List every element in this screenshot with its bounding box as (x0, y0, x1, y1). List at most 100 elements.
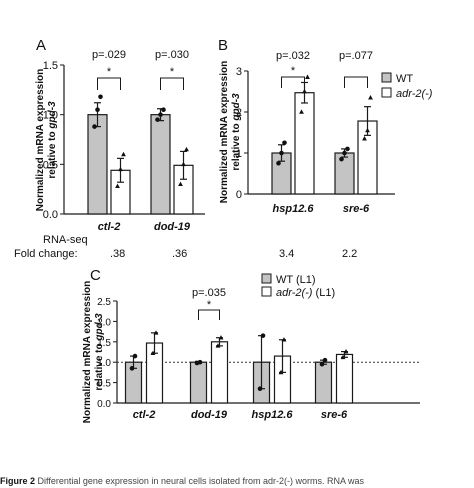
panel-b-point-hsp12.6-s0-0 (276, 160, 281, 166)
panel-c-ytick-label-3: 1.5 (97, 338, 111, 349)
panel-c-point-dod-19-s0-1 (197, 359, 203, 365)
panel-b-legend-swatch-0 (381, 72, 392, 83)
fold-change-label: Fold change: (14, 248, 78, 260)
panel-c-ytick-label-2: 1.0 (97, 358, 111, 369)
panel-a-bar-dod-19-s0 (150, 114, 171, 215)
panel-a-point-ctl-2-s0-2 (98, 94, 103, 100)
panel-b-bracket-hsp12.6 (281, 76, 305, 88)
fold-change-sre6: 2.2 (342, 248, 358, 260)
panel-c-point-dod-19-s1-0 (215, 343, 221, 348)
panel-b-pvalue-hsp12.6: p=.032 (276, 50, 310, 62)
panel-c-category-hsp12.6: hsp12.6 (252, 409, 294, 421)
panel-c-point-hsp12.6-s1-1 (281, 337, 287, 342)
panel-c-legend-swatch-0 (261, 273, 272, 284)
panel-b-category-hsp12.6: hsp12.6 (273, 203, 315, 215)
panel-a-point-dod-19-s1-0 (178, 181, 183, 186)
panel-c-point-sre-6-s0-1 (322, 357, 328, 363)
panel-a-pvalue-ctl-2: p=.029 (92, 49, 126, 61)
panel-b-legend-swatch-1 (381, 87, 392, 98)
panel-c-ytick-label-0: 0.0 (97, 399, 111, 410)
panel-a-point-ctl-2-s1-2 (121, 151, 126, 157)
panel-c-pvalue-dod-19: p=.035 (192, 287, 226, 299)
panel-a-ytick-label-2: 1.0 (43, 110, 58, 122)
panel-c-legend-swatch-1 (261, 286, 272, 297)
panel-b-legend-label-1: adr-2(-) (396, 88, 433, 100)
panel-c-point-hsp12.6-s0-1 (260, 333, 266, 338)
panel-a-point-dod-19-s0-1 (158, 112, 163, 117)
panel-c-bar-dod-19-s0 (189, 361, 208, 404)
panel-b-bar-sre-6-s0 (334, 152, 355, 195)
panel-b-point-sre-6-s1-2 (368, 95, 373, 100)
caption-label: Figure 2 (0, 476, 36, 486)
panel-a-ytick-label-3: 1.5 (43, 60, 58, 72)
panel-c-point-ctl-2-s1-0 (150, 350, 156, 356)
panel-a-bracket-dod-19 (160, 77, 184, 90)
panel-b-point-sre-6-s0-2 (345, 146, 350, 152)
panel-a-point-dod-19-s1-2 (184, 146, 189, 152)
panel-b-ytick-label-1: 1 (236, 148, 242, 160)
panel-a-ylabel: Normalized mRNA expressionrelative to gp… (35, 69, 58, 211)
panel-c-category-ctl-2: ctl-2 (133, 409, 156, 421)
panel-c-point-hsp12.6-s1-0 (278, 369, 284, 375)
panel-c-point-hsp12.6-s0-0 (257, 386, 263, 392)
panel-c-point-dod-19-s1-1 (218, 335, 224, 340)
panel-a-point-ctl-2-s1-1 (118, 166, 123, 172)
panel-b-bar-hsp12.6-s1 (294, 92, 315, 195)
panel-a-bracket-ctl-2 (97, 77, 121, 90)
panel-b-point-sre-6-s1-0 (362, 136, 367, 141)
panel-c-ylabel: Normalized mRNA expressionrelative to gp… (82, 281, 105, 423)
panel-b-ytick-label-3: 3 (236, 66, 242, 78)
panel-a-point-dod-19-s1-1 (181, 161, 186, 167)
panel-a-pvalue-dod-19: p=.030 (155, 49, 189, 61)
panel-c-point-sre-6-s1-0 (340, 354, 346, 360)
panel-c-legend-label-0: WT (L1) (276, 274, 316, 286)
panel-c-bar-sre-6-s0 (314, 361, 333, 404)
panel-b-point-sre-6-s0-1 (342, 150, 347, 156)
panel-a-category-dod-19: dod-19 (154, 221, 191, 233)
panel-letter-c: C (90, 267, 101, 284)
panel-b-point-hsp12.6-s1-1 (302, 88, 307, 94)
panel-c-point-ctl-2-s1-1 (153, 330, 159, 335)
panel-c-category-dod-19: dod-19 (191, 409, 228, 421)
panel-a-star-ctl-2: * (107, 66, 112, 78)
panel-c-bar-sre-6-s1 (335, 353, 354, 404)
rnaseq-label: RNA-seq (43, 234, 88, 246)
panel-c-point-sre-6-s1-1 (343, 348, 349, 354)
panel-a-point-ctl-2-s0-0 (92, 124, 97, 129)
panel-b-ylabel: Normalized mRNA expressionrelative to gp… (219, 61, 242, 203)
panel-a-point-ctl-2-s1-0 (115, 183, 120, 188)
panel-b-point-sre-6-s1-1 (365, 127, 370, 133)
panel-b-point-hsp12.6-s0-2 (282, 140, 287, 146)
panel-letter-b: B (218, 37, 229, 54)
panel-b-legend-label-0: WT (396, 73, 413, 85)
panel-b-point-hsp12.6-s1-2 (305, 74, 310, 79)
panel-b-pvalue-sre-6: p=.077 (339, 50, 373, 62)
panel-a-point-dod-19-s0-2 (161, 107, 166, 112)
figure-caption: Figure 2 Differential gene expression in… (0, 476, 474, 488)
panel-b-point-sre-6-s0-0 (339, 156, 344, 162)
fold-change-dod19: .36 (172, 248, 188, 260)
caption-text: Differential gene expression in neural c… (37, 476, 364, 486)
panel-a-category-ctl-2: ctl-2 (98, 221, 121, 233)
panel-c-ytick-label-5: 2.5 (97, 297, 111, 308)
panel-a-ytick-label-0: 0.0 (43, 209, 58, 221)
panel-a-star-dod-19: * (170, 66, 175, 78)
panel-b-point-hsp12.6-s0-1 (279, 150, 284, 156)
panel-b-category-sre-6: sre-6 (343, 203, 370, 215)
panel-b-point-hsp12.6-s1-0 (299, 109, 304, 114)
panel-a-ytick-label-1: 0.5 (43, 159, 58, 171)
fold-change-hsp126: 3.4 (279, 248, 295, 260)
panel-c-star-dod-19: * (207, 299, 212, 311)
panel-a-point-ctl-2-s0-1 (95, 107, 100, 112)
panel-c-point-ctl-2-s0-1 (132, 353, 138, 359)
panel-b-ytick-label-2: 2 (236, 107, 242, 119)
panel-b-bracket-sre-6 (344, 76, 368, 88)
panel-c-bar-dod-19-s1 (210, 341, 229, 404)
panel-c-point-sre-6-s0-0 (319, 361, 325, 367)
panel-c-point-ctl-2-s0-0 (129, 366, 135, 371)
panel-a-bar-ctl-2-s0 (87, 114, 108, 215)
panel-c-bracket-dod-19 (198, 309, 220, 320)
panel-b-star-hsp12.6: * (291, 65, 296, 77)
panel-a-point-dod-19-s0-0 (155, 117, 160, 122)
